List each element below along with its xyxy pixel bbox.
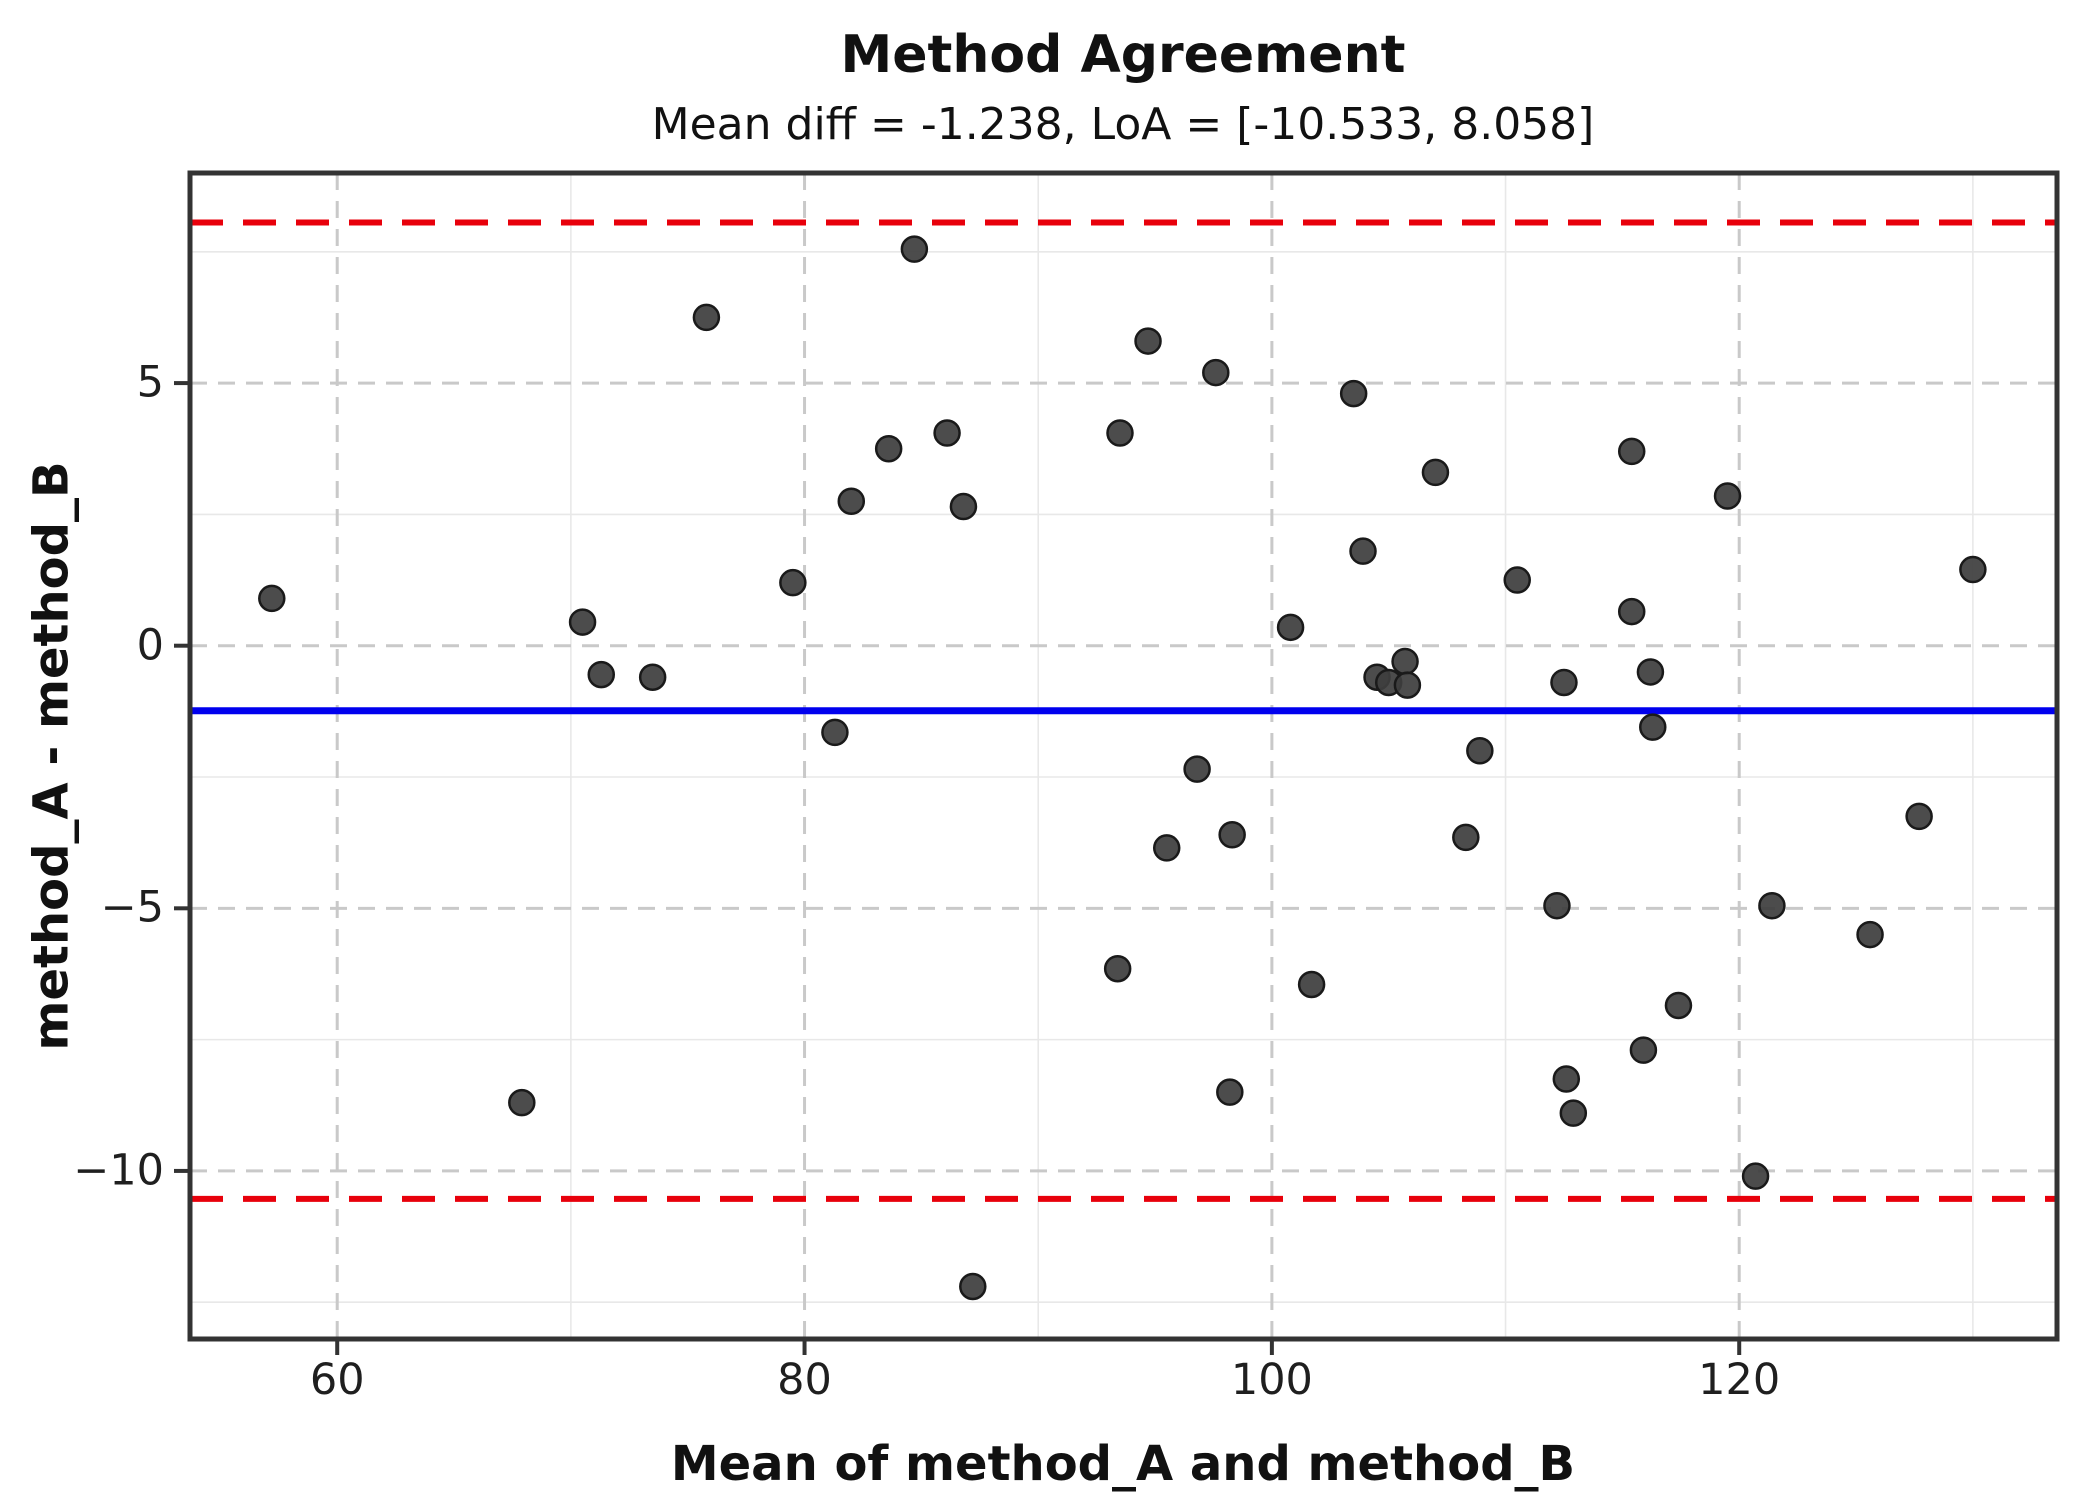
scatter-point [1503, 566, 1531, 594]
scatter-point [1152, 834, 1181, 862]
scatter-point [837, 487, 866, 516]
scatter-point [1297, 970, 1326, 999]
scatter-point [1543, 891, 1571, 920]
chart-subtitle: Mean diff = -1.238, LoA = [-10.533, 8.05… [651, 99, 1595, 150]
scatter-point [1391, 647, 1419, 676]
scatter-point [508, 1088, 536, 1117]
scatter-point [1393, 671, 1422, 699]
scatter-point [1421, 458, 1450, 487]
scatter-point [1134, 327, 1162, 355]
scatter-point [1218, 821, 1246, 849]
scatter-point [959, 1272, 987, 1301]
y-tick-label: 5 [136, 357, 164, 408]
scatter-point [874, 434, 903, 463]
scatter-point [1959, 555, 1987, 584]
scatter-point [568, 608, 597, 636]
scatter-point [1629, 1036, 1658, 1064]
scatter-point [949, 492, 978, 521]
scatter-point [587, 660, 616, 689]
scatter-point [1452, 823, 1480, 852]
x-tick-label: 100 [1230, 1355, 1313, 1405]
scatter-point [1617, 437, 1646, 466]
scatter-point [1758, 891, 1786, 920]
x-tick-label: 80 [777, 1355, 832, 1405]
x-tick-label: 120 [1698, 1355, 1781, 1405]
x-axis-label: Mean of method_A and method_B [670, 1436, 1576, 1492]
scatter-point [1183, 755, 1211, 783]
scatter-point [821, 718, 849, 747]
scatter-point [1103, 954, 1132, 983]
scatter-point [900, 235, 929, 263]
y-tick-label: −10 [73, 1145, 164, 1196]
scatter-point [1466, 736, 1494, 765]
y-tick-label: −5 [100, 882, 164, 933]
scatter-point [1106, 419, 1134, 447]
plot-frame [187, 170, 2060, 1342]
scatter-point [1216, 1078, 1244, 1106]
y-tick-label: 0 [136, 620, 164, 671]
scatter-point [1349, 537, 1377, 565]
scatter-point [1559, 1099, 1588, 1127]
scatter-point [638, 663, 667, 691]
scatter-point [1276, 613, 1305, 642]
scatter-point [1552, 1065, 1581, 1093]
x-tick-label: 60 [309, 1355, 365, 1405]
scatter-point [1741, 1162, 1770, 1190]
scatter-point [1856, 920, 1884, 949]
chart-title: Method Agreement [840, 25, 1406, 85]
scatter-point [1664, 991, 1693, 1020]
scatter-point [1905, 802, 1933, 831]
scatter-point [692, 303, 721, 332]
scatter-point [258, 584, 286, 613]
scatter-point [779, 568, 807, 597]
scatter-point [1202, 358, 1230, 387]
scatter-point [1636, 658, 1665, 686]
scatter-point [933, 419, 961, 447]
scatter-point [1339, 379, 1368, 408]
scatter-point [1639, 713, 1667, 741]
scatter-point [1550, 668, 1578, 697]
scatter-point [1713, 482, 1742, 510]
y-axis-label: method_A - method_B [23, 461, 80, 1051]
scatter-point [1617, 597, 1646, 626]
